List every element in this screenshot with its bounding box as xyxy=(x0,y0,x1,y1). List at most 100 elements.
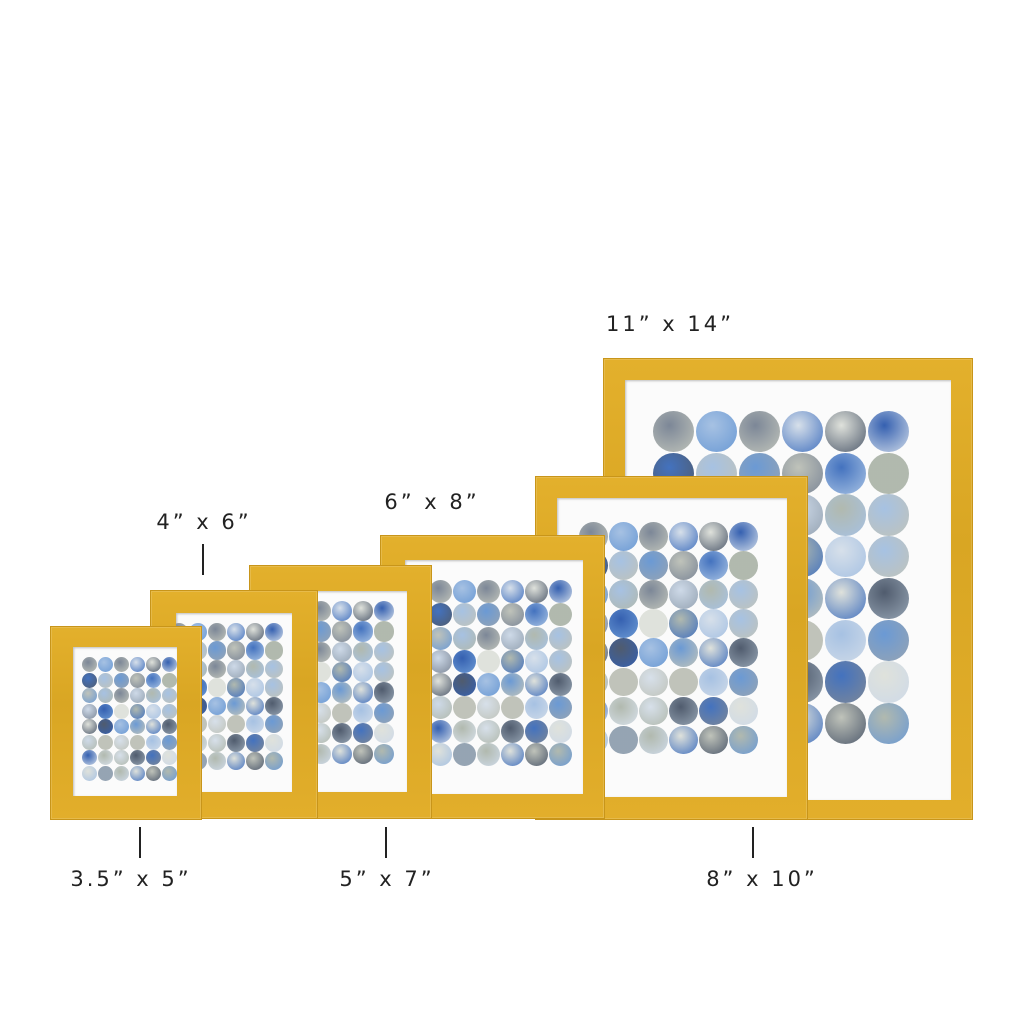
watercolor-dot xyxy=(501,696,525,720)
watercolor-dot xyxy=(227,696,246,715)
watercolor-dot xyxy=(739,411,781,453)
watercolor-dot xyxy=(332,621,353,642)
size-label-5x7: 5” x 7” xyxy=(339,867,435,891)
watercolor-dot xyxy=(162,765,177,781)
watercolor-dot xyxy=(609,667,638,697)
watercolor-dot xyxy=(162,672,177,688)
watercolor-dot xyxy=(699,551,728,580)
watercolor-dot xyxy=(114,750,130,766)
watercolor-dot xyxy=(825,452,867,494)
watercolor-dot xyxy=(825,411,867,453)
watercolor-dot xyxy=(146,703,162,719)
watercolor-dot xyxy=(246,659,265,679)
watercolor-dot xyxy=(669,638,698,668)
watercolor-dot xyxy=(98,719,114,735)
watercolor-dot xyxy=(501,649,525,673)
watercolor-dot xyxy=(453,603,477,627)
watercolor-dot xyxy=(549,649,573,673)
watercolor-dot xyxy=(699,638,728,668)
watercolor-dot xyxy=(669,609,698,639)
mat xyxy=(73,647,177,796)
watercolor-dot xyxy=(82,672,98,688)
watercolor-dot xyxy=(549,719,573,743)
watercolor-dot xyxy=(227,733,246,752)
watercolor-dot xyxy=(729,667,758,697)
size-label-4x6: 4” x 6” xyxy=(156,510,252,534)
watercolor-dot xyxy=(146,750,162,766)
watercolor-dot xyxy=(501,626,525,650)
watercolor-dot xyxy=(82,719,98,735)
watercolor-dot xyxy=(825,577,867,620)
watercolor-dot xyxy=(227,715,246,734)
watercolor-dot xyxy=(208,696,227,715)
watercolor-dot xyxy=(501,719,525,743)
watercolor-dot xyxy=(609,551,638,580)
watercolor-dot xyxy=(246,696,265,715)
watercolor-dot xyxy=(639,522,668,551)
watercolor-dot xyxy=(429,603,453,627)
watercolor-dot xyxy=(825,494,867,536)
watercolor-dot xyxy=(453,580,477,604)
watercolor-dot xyxy=(453,673,477,697)
watercolor-dot xyxy=(98,657,114,673)
watercolor-dot xyxy=(669,696,698,726)
watercolor-dot xyxy=(208,641,227,660)
watercolor-dot xyxy=(208,733,227,752)
watercolor-dot xyxy=(549,603,573,627)
watercolor-dot xyxy=(82,765,98,781)
watercolor-dot xyxy=(699,725,728,755)
watercolor-dot xyxy=(729,609,758,639)
watercolor-dot xyxy=(868,661,910,703)
watercolor-dot xyxy=(114,672,130,688)
size-label-3-5x5: 3.5” x 5” xyxy=(70,867,192,891)
watercolor-dot xyxy=(729,551,758,580)
watercolor-dot xyxy=(162,734,177,750)
watercolor-dot xyxy=(130,688,146,704)
watercolor-dot xyxy=(353,662,374,683)
watercolor-dot xyxy=(227,641,246,660)
watercolor-dot xyxy=(130,657,146,673)
watercolor-dot xyxy=(246,678,265,697)
watercolor-dot xyxy=(353,621,374,642)
watercolor-dot xyxy=(429,696,453,720)
watercolor-dot xyxy=(525,580,549,604)
watercolor-dot xyxy=(669,522,698,551)
watercolor-dot xyxy=(332,682,353,703)
watercolor-dot xyxy=(868,494,910,536)
watercolor-dot xyxy=(114,703,130,719)
watercolor-dot xyxy=(609,522,638,551)
watercolor-dot xyxy=(868,619,910,661)
watercolor-dot xyxy=(246,752,265,771)
watercolor-dot xyxy=(82,703,98,719)
watercolor-dot xyxy=(729,580,758,609)
watercolor-dot xyxy=(525,719,549,743)
watercolor-dot xyxy=(609,696,638,726)
watercolor-dot xyxy=(639,551,668,580)
watercolor-dot xyxy=(98,765,114,781)
watercolor-dot xyxy=(265,678,284,697)
watercolor-dot xyxy=(265,623,284,642)
watercolor-dot xyxy=(669,667,698,697)
watercolor-dot xyxy=(82,734,98,750)
mat xyxy=(405,560,583,794)
watercolor-dot xyxy=(549,626,573,650)
watercolor-dot xyxy=(525,673,549,697)
watercolor-dot xyxy=(98,688,114,704)
watercolor-dot xyxy=(639,609,668,639)
watercolor-dot xyxy=(868,536,910,578)
watercolor-dot xyxy=(609,638,638,668)
watercolor-dot xyxy=(130,672,146,688)
watercolor-dot xyxy=(98,703,114,719)
watercolor-dot xyxy=(669,551,698,580)
watercolor-dot xyxy=(146,688,162,704)
watercolor-dot xyxy=(699,609,728,639)
size-label-11x14: 11” x 14” xyxy=(606,312,734,336)
watercolor-dot xyxy=(332,743,353,764)
frame-3-5x5 xyxy=(50,626,202,820)
size-label-8x10: 8” x 10” xyxy=(706,867,818,891)
watercolor-dot xyxy=(265,696,284,715)
watercolor-dot xyxy=(429,649,453,673)
watercolor-dot xyxy=(246,733,265,752)
watercolor-dot xyxy=(825,536,867,578)
watercolor-dot xyxy=(130,719,146,735)
